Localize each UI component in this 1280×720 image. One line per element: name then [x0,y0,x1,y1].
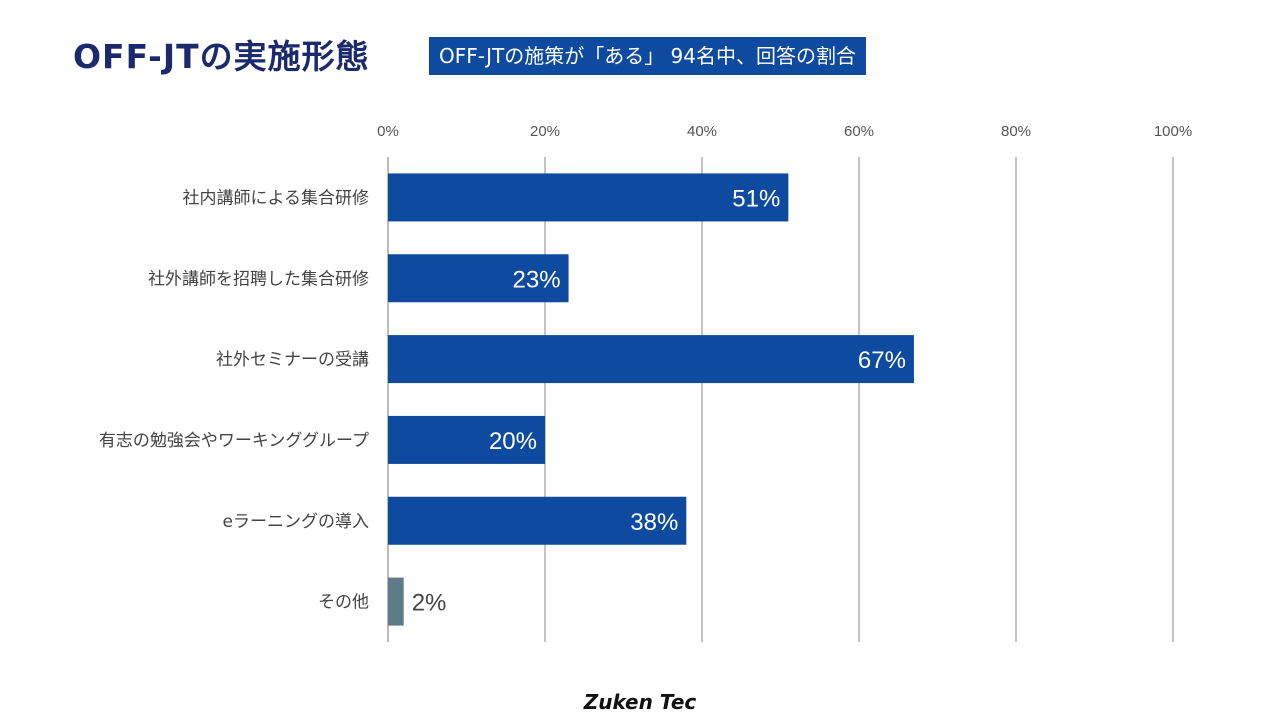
x-tick-label: 40% [687,123,717,140]
data-label: 2% [412,590,447,617]
data-label: 51% [732,185,780,212]
category-label: eラーニングの導入 [223,512,369,532]
x-tick-label: 80% [1001,123,1031,140]
category-label: 社内講師による集合研修 [183,188,370,208]
data-label: 38% [630,509,678,536]
data-label: 23% [513,266,561,293]
x-tick-label: 60% [844,123,874,140]
footer-brand: Zuken Tec [583,690,697,714]
data-label: 20% [489,428,537,455]
chart-subtitle-badge: OFF-JTの施策が「ある」 94名中、回答の割合 [429,37,867,75]
category-label: 社外講師を招聘した集合研修 [148,269,369,289]
category-label: 有志の勉強会やワーキンググループ [99,431,369,451]
bar [388,335,914,384]
bar [388,254,569,303]
category-label: 社外セミナーの受講 [216,350,369,370]
data-label: 67% [858,347,906,374]
x-tick-label: 0% [377,123,399,140]
bar [388,577,404,626]
category-label: その他 [318,593,369,613]
bar [388,173,789,222]
bar [388,415,545,464]
x-tick-label: 20% [530,123,560,140]
bar [388,496,687,545]
x-tick-label: 100% [1154,123,1192,140]
page-title: OFF-JTの実施形態 [73,37,370,76]
